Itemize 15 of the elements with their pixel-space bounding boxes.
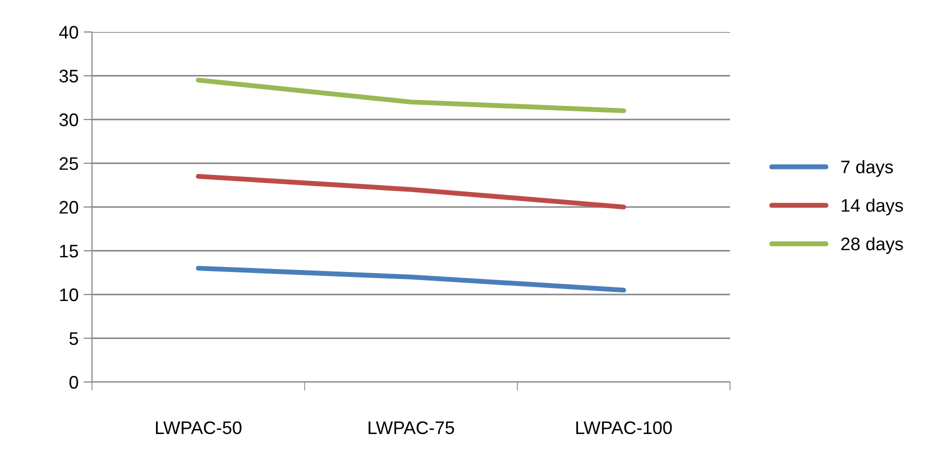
legend-label: 14 days	[842, 198, 903, 216]
x-tick-label: LWPAC-75	[368, 421, 454, 434]
y-tick-label: 30	[59, 113, 78, 126]
y-tick-label: 40	[59, 26, 78, 39]
legend-label: 7 days	[841, 160, 893, 177]
x-tick-label: LWPAC-100	[576, 421, 672, 434]
y-tick-label: 0	[69, 376, 78, 389]
y-tick-label: 10	[60, 288, 78, 302]
y-tick-label: 15	[60, 244, 78, 258]
x-tick-label: LWPAC-50	[156, 421, 242, 434]
y-tick-label: 5	[69, 332, 78, 345]
y-tick-label: 25	[60, 157, 78, 170]
y-tick-label: 35	[59, 70, 78, 82]
y-tick-label: 20	[60, 200, 78, 214]
legend-label: 28 days	[841, 237, 903, 254]
